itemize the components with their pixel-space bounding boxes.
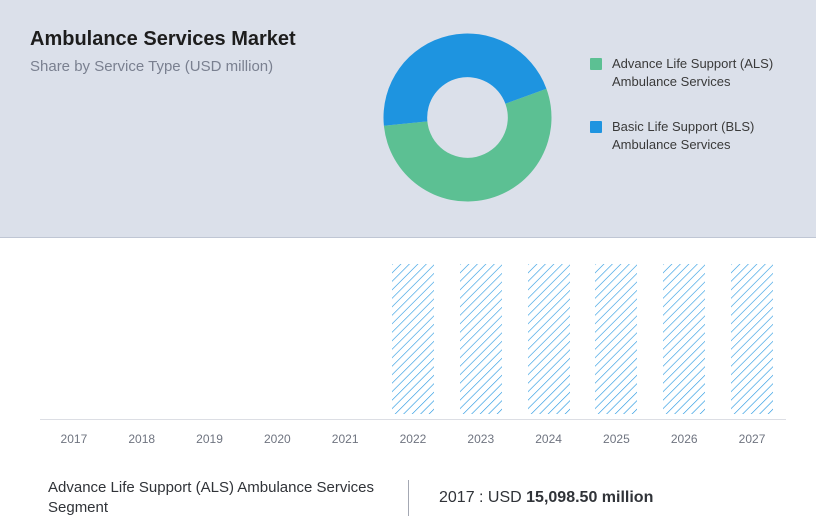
bar-forecast xyxy=(731,264,773,419)
bar-forecast xyxy=(392,264,434,419)
bar-forecast xyxy=(460,264,502,419)
bar-slot xyxy=(379,264,447,419)
x-axis-year: 2017 xyxy=(40,432,108,446)
bar-plot-area xyxy=(40,258,786,420)
bar-forecast xyxy=(528,264,570,419)
donut-chart xyxy=(380,30,555,205)
bar-slot xyxy=(650,264,718,419)
legend-item-als: Advance Life Support (ALS) Ambulance Ser… xyxy=(590,55,790,90)
donut-legend: Advance Life Support (ALS) Ambulance Ser… xyxy=(590,55,790,181)
x-axis-year: 2021 xyxy=(311,432,379,446)
legend-label-bls: Basic Life Support (BLS) Ambulance Servi… xyxy=(612,118,790,153)
footer-value: 2017 : USD 15,098.50 million xyxy=(439,489,653,507)
x-axis-year: 2024 xyxy=(515,432,583,446)
x-axis-year: 2020 xyxy=(243,432,311,446)
legend-item-bls: Basic Life Support (BLS) Ambulance Servi… xyxy=(590,118,790,153)
legend-swatch-bls xyxy=(590,121,602,133)
footer-panel: Advance Life Support (ALS) Ambulance Ser… xyxy=(0,468,816,528)
footer-value-strong: 15,098.50 million xyxy=(526,489,653,506)
bars-container xyxy=(40,258,786,419)
x-axis-labels: 2017201820192020202120222023202420252026… xyxy=(40,432,786,446)
page-title: Ambulance Services Market xyxy=(30,28,296,51)
x-axis-year: 2026 xyxy=(650,432,718,446)
x-axis-year: 2027 xyxy=(718,432,786,446)
donut-panel: Ambulance Services Market Share by Servi… xyxy=(0,0,816,238)
bar-slot xyxy=(718,264,786,419)
bar-slot xyxy=(515,264,583,419)
legend-label-als: Advance Life Support (ALS) Ambulance Ser… xyxy=(612,55,790,90)
legend-swatch-als xyxy=(590,58,602,70)
x-axis-year: 2023 xyxy=(447,432,515,446)
bar-slot xyxy=(447,264,515,419)
segment-name: Advance Life Support (ALS) Ambulance Ser… xyxy=(48,478,378,519)
footer-divider xyxy=(408,480,409,516)
bar-forecast xyxy=(595,264,637,419)
x-axis-year: 2019 xyxy=(176,432,244,446)
page-subtitle: Share by Service Type (USD million) xyxy=(30,58,273,75)
bar-slot xyxy=(583,264,651,419)
bar-forecast xyxy=(663,264,705,419)
x-axis-year: 2022 xyxy=(379,432,447,446)
x-axis-year: 2018 xyxy=(108,432,176,446)
x-axis-year: 2025 xyxy=(583,432,651,446)
footer-value-prefix: 2017 : USD xyxy=(439,489,526,506)
bar-chart-panel: 2017201820192020202120222023202420252026… xyxy=(0,238,816,468)
